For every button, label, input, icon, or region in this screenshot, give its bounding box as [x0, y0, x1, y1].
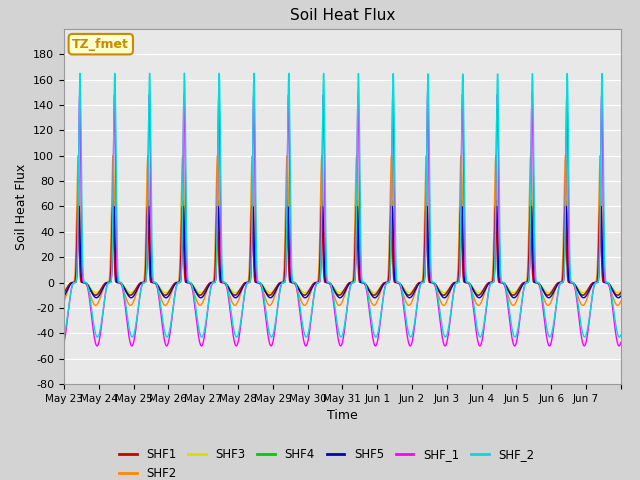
SHF_2 — [116, 280, 124, 286]
SHF3 — [511, 289, 518, 295]
SHF2 — [542, 300, 550, 306]
SHF2 — [609, 295, 617, 301]
SHF1 — [404, 292, 412, 298]
SHF1 — [116, 280, 124, 286]
SHF3 — [376, 285, 384, 290]
SHF4 — [376, 286, 384, 291]
SHF2 — [617, 299, 625, 304]
SHF_2 — [542, 320, 550, 325]
SHF4 — [609, 288, 617, 293]
SHF1 — [617, 289, 625, 295]
SHF_1 — [617, 339, 625, 345]
SHF_2 — [236, 322, 244, 327]
SHF_1 — [236, 330, 244, 336]
SHF_2 — [60, 332, 68, 338]
SHF_2 — [376, 316, 384, 322]
SHF4 — [236, 288, 244, 294]
Line: SHF4: SHF4 — [64, 200, 621, 295]
Title: Soil Heat Flux: Soil Heat Flux — [290, 9, 395, 24]
SHF4 — [511, 292, 518, 298]
Y-axis label: Soil Heat Flux: Soil Heat Flux — [15, 163, 28, 250]
SHF3 — [116, 280, 124, 286]
SHF5 — [60, 293, 68, 299]
SHF1 — [511, 292, 518, 298]
SHF4 — [60, 290, 68, 296]
SHF1 — [609, 289, 617, 295]
SHF5 — [609, 288, 617, 294]
SHF2 — [74, 153, 82, 158]
SHF2 — [511, 302, 518, 308]
SHF_2 — [617, 332, 625, 338]
SHF3 — [336, 290, 344, 296]
Line: SHF5: SHF5 — [64, 206, 621, 298]
SHF2 — [60, 299, 68, 304]
SHF1 — [387, 204, 395, 209]
SHF1 — [236, 287, 244, 293]
SHF5 — [510, 295, 518, 300]
X-axis label: Time: Time — [327, 409, 358, 422]
SHF_2 — [511, 334, 518, 339]
SHF_1 — [542, 329, 550, 335]
SHF1 — [376, 286, 383, 291]
SHF5 — [236, 290, 244, 296]
SHF3 — [609, 286, 617, 292]
SHF2 — [116, 280, 124, 286]
SHF5 — [116, 280, 124, 286]
SHF2 — [92, 302, 99, 308]
SHF3 — [542, 288, 550, 294]
SHF4 — [542, 291, 550, 297]
SHF1 — [60, 289, 68, 295]
SHF_1 — [609, 311, 617, 317]
SHF2 — [236, 292, 244, 298]
SHF_1 — [60, 339, 68, 345]
SHF_1 — [493, 92, 501, 97]
SHF5 — [563, 204, 570, 209]
SHF_1 — [510, 343, 518, 348]
SHF5 — [376, 289, 383, 295]
SHF_2 — [609, 304, 617, 310]
Line: SHF3: SHF3 — [64, 200, 621, 293]
SHF3 — [617, 288, 625, 294]
SHF1 — [542, 291, 550, 297]
SHF5 — [580, 295, 588, 300]
SHF5 — [617, 293, 625, 299]
Text: TZ_fmet: TZ_fmet — [72, 37, 129, 51]
Legend: SHF1, SHF2, SHF3, SHF4, SHF5, SHF_1, SHF_2: SHF1, SHF2, SHF3, SHF4, SHF5, SHF_1, SHF… — [115, 444, 539, 480]
SHF5 — [541, 292, 549, 298]
SHF_1 — [511, 343, 518, 349]
Line: SHF2: SHF2 — [64, 156, 621, 305]
SHF_1 — [376, 324, 383, 329]
SHF_1 — [116, 280, 124, 286]
SHF4 — [336, 292, 344, 298]
SHF_2 — [180, 71, 188, 76]
SHF3 — [318, 197, 326, 203]
Line: SHF_1: SHF_1 — [64, 95, 621, 346]
SHF3 — [60, 288, 68, 294]
SHF4 — [617, 290, 625, 296]
SHF_2 — [198, 334, 205, 340]
SHF2 — [376, 290, 384, 296]
Line: SHF1: SHF1 — [64, 206, 621, 295]
SHF4 — [318, 197, 326, 203]
SHF3 — [236, 287, 244, 292]
SHF4 — [116, 280, 124, 286]
Line: SHF_2: SHF_2 — [64, 73, 621, 337]
